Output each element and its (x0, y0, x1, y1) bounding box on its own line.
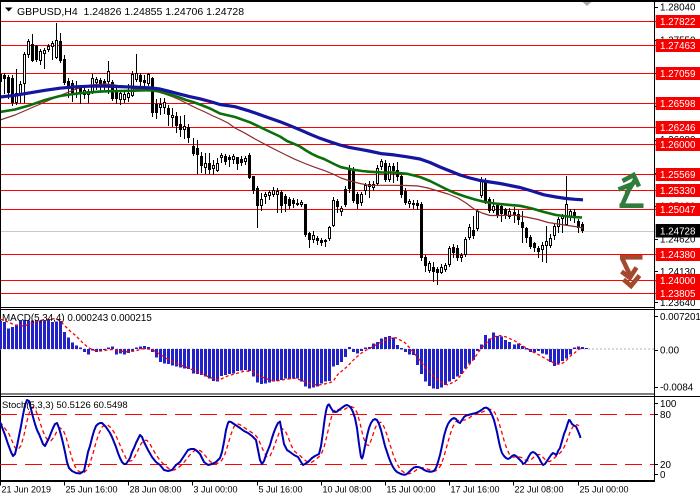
svg-text:1.24728: 1.24728 (660, 226, 696, 237)
svg-text:0.007201: 0.007201 (660, 312, 700, 323)
svg-text:1.23640: 1.23640 (660, 298, 696, 309)
svg-text:1.27822: 1.27822 (660, 17, 695, 28)
svg-text:15 Jul 00:00: 15 Jul 00:00 (387, 485, 436, 495)
svg-text:1.27463: 1.27463 (660, 41, 696, 52)
svg-text:21 Jun 2019: 21 Jun 2019 (2, 485, 52, 495)
svg-text:1.27059: 1.27059 (660, 69, 695, 80)
svg-text:1.24000: 1.24000 (660, 276, 696, 287)
svg-text:1.24380: 1.24380 (660, 250, 696, 261)
svg-text:1.24620: 1.24620 (660, 234, 696, 245)
svg-text:20: 20 (660, 460, 671, 471)
svg-text:1.24130: 1.24130 (660, 267, 696, 278)
svg-text:1.26598: 1.26598 (660, 99, 696, 110)
svg-text:10 Jul 08:00: 10 Jul 08:00 (323, 485, 372, 495)
svg-text:GBPUSD,H4 1.24826 1.24855 1.2: GBPUSD,H4 1.24826 1.24855 1.24706 1.2472… (17, 6, 244, 18)
svg-text:1.26000: 1.26000 (660, 140, 696, 151)
svg-text:0: 0 (660, 470, 666, 481)
svg-text:Stoch(5,3,3) 50.5126 60.5498: Stoch(5,3,3) 50.5126 60.5498 (2, 400, 128, 411)
svg-text:3 Jul 00:00: 3 Jul 00:00 (194, 485, 238, 495)
svg-text:1.25330: 1.25330 (660, 186, 696, 197)
svg-text:17 Jul 16:00: 17 Jul 16:00 (451, 485, 500, 495)
svg-text:5 Jul 16:00: 5 Jul 16:00 (259, 485, 303, 495)
svg-text:0.00: 0.00 (660, 346, 680, 357)
svg-text:1.25047: 1.25047 (660, 205, 695, 216)
svg-text:100: 100 (660, 399, 677, 410)
svg-text:25 Jun 16:00: 25 Jun 16:00 (66, 485, 118, 495)
svg-text:25 Jul 00:00: 25 Jul 00:00 (580, 485, 629, 495)
svg-text:28 Jun 08:00: 28 Jun 08:00 (130, 485, 182, 495)
svg-text:1.25569: 1.25569 (660, 170, 695, 181)
svg-text:80: 80 (660, 410, 671, 421)
svg-text:22 Jul 08:00: 22 Jul 08:00 (515, 485, 564, 495)
svg-text:-0.0084: -0.0084 (660, 383, 694, 394)
svg-text:1.28040: 1.28040 (660, 3, 696, 14)
svg-text:1.26246: 1.26246 (660, 123, 696, 134)
svg-text:MACD(5,34,4) 0.000243 0.000215: MACD(5,34,4) 0.000243 0.000215 (2, 313, 152, 324)
svg-text:1.23805: 1.23805 (660, 289, 696, 300)
